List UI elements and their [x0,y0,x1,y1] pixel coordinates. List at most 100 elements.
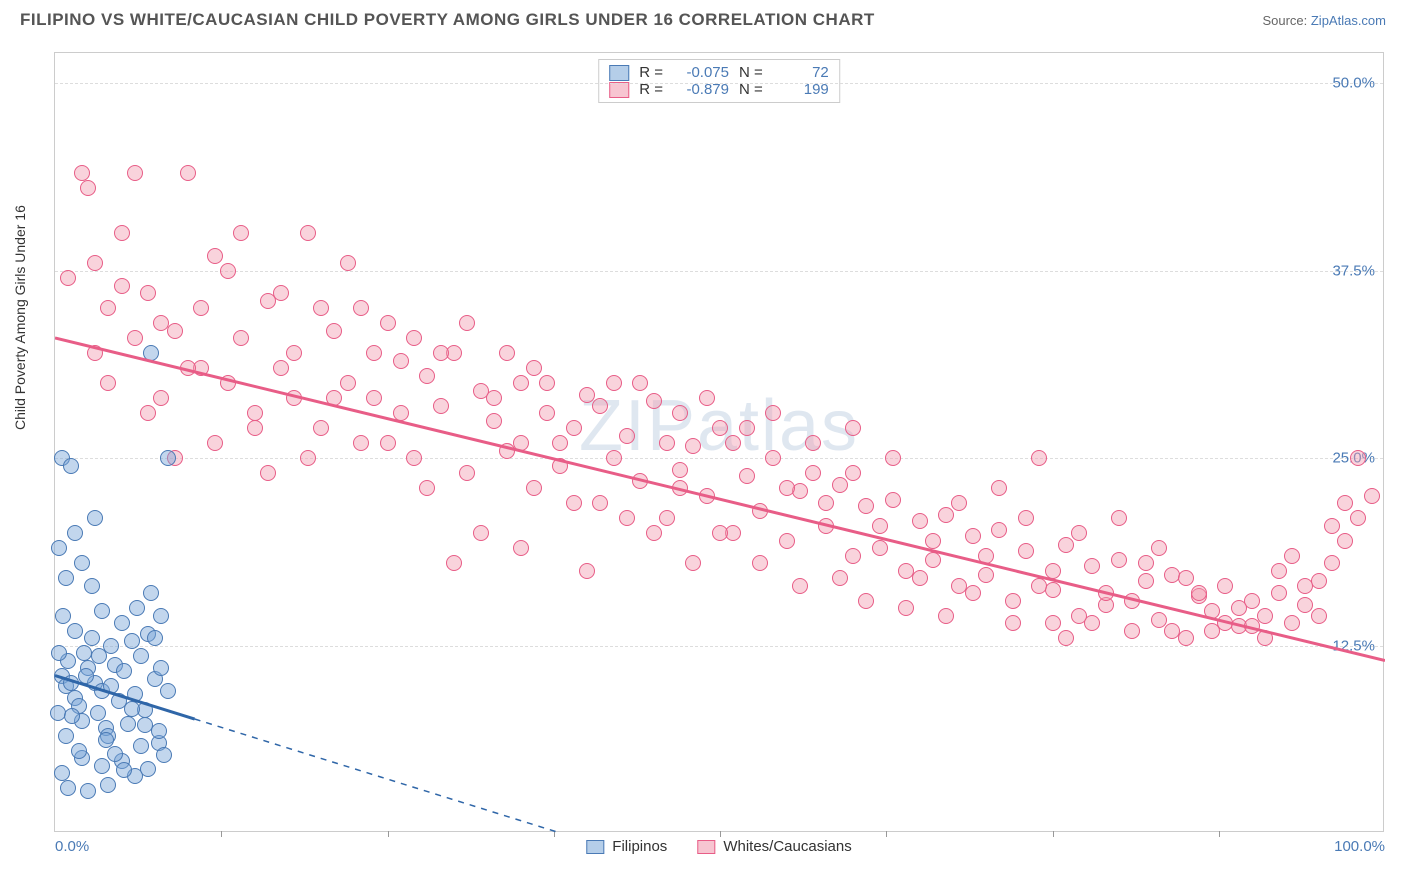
data-point [300,225,316,241]
data-point [513,435,529,451]
data-point [1257,608,1273,624]
data-point [1031,578,1047,594]
data-point [592,398,608,414]
data-point [54,765,70,781]
data-point [380,315,396,331]
data-point [60,270,76,286]
gridline [55,458,1383,459]
data-point [632,375,648,391]
data-point [486,413,502,429]
data-point [526,480,542,496]
data-point [380,435,396,451]
data-point [845,465,861,481]
data-point [124,633,140,649]
data-point [805,465,821,481]
data-point [1231,600,1247,616]
legend-swatch [586,840,604,854]
data-point [127,686,143,702]
data-point [1058,537,1074,553]
data-point [273,360,289,376]
data-point [1311,608,1327,624]
data-point [699,390,715,406]
data-point [845,420,861,436]
data-point [739,468,755,484]
data-point [818,495,834,511]
data-point [552,458,568,474]
data-point [579,563,595,579]
data-point [160,450,176,466]
legend-correlation: R =-0.075N =72R =-0.879N =199 [598,59,840,103]
data-point [55,608,71,624]
data-point [938,507,954,523]
data-point [872,518,888,534]
legend-series-item: Whites/Caucasians [697,838,851,855]
data-point [87,345,103,361]
data-point [1364,488,1380,504]
data-point [898,600,914,616]
trend-lines [55,53,1385,833]
y-tick-label: 50.0% [1332,75,1375,92]
data-point [991,522,1007,538]
data-point [938,608,954,624]
data-point [84,578,100,594]
data-point [67,525,83,541]
data-point [965,585,981,601]
data-point [486,390,502,406]
data-point [67,623,83,639]
data-point [1111,510,1127,526]
source-link[interactable]: ZipAtlas.com [1311,13,1386,28]
data-point [393,353,409,369]
data-point [539,375,555,391]
data-point [1098,585,1114,601]
data-point [107,746,123,762]
data-point [366,390,382,406]
data-point [406,330,422,346]
data-point [1124,593,1140,609]
data-point [1005,593,1021,609]
data-point [659,510,675,526]
data-point [247,405,263,421]
data-point [220,375,236,391]
data-point [100,777,116,793]
data-point [58,570,74,586]
data-point [672,405,688,421]
data-point [765,450,781,466]
data-point [1138,555,1154,571]
data-point [167,323,183,339]
y-tick-label: 12.5% [1332,637,1375,654]
data-point [127,330,143,346]
data-point [87,255,103,271]
data-point [247,420,263,436]
data-point [473,525,489,541]
data-point [76,645,92,661]
data-point [685,438,701,454]
data-point [1271,585,1287,601]
data-point [114,278,130,294]
data-point [951,495,967,511]
data-point [765,405,781,421]
data-point [143,345,159,361]
data-point [1084,558,1100,574]
x-tick-label: 0.0% [55,838,89,855]
data-point [419,480,435,496]
data-point [606,450,622,466]
data-point [273,285,289,301]
data-point [1124,623,1140,639]
n-label: N = [739,64,763,81]
legend-series-label: Filipinos [612,838,667,855]
data-point [114,615,130,631]
data-point [752,503,768,519]
r-value: -0.075 [673,64,729,81]
data-point [805,435,821,451]
data-point [147,630,163,646]
data-point [1071,525,1087,541]
data-point [220,263,236,279]
data-point [712,420,728,436]
x-tick [388,831,389,837]
legend-series: Filipinos Whites/Caucasians [586,838,851,855]
data-point [1350,450,1366,466]
data-point [1204,603,1220,619]
x-tick-label: 100.0% [1334,838,1385,855]
data-point [233,330,249,346]
data-point [1058,630,1074,646]
